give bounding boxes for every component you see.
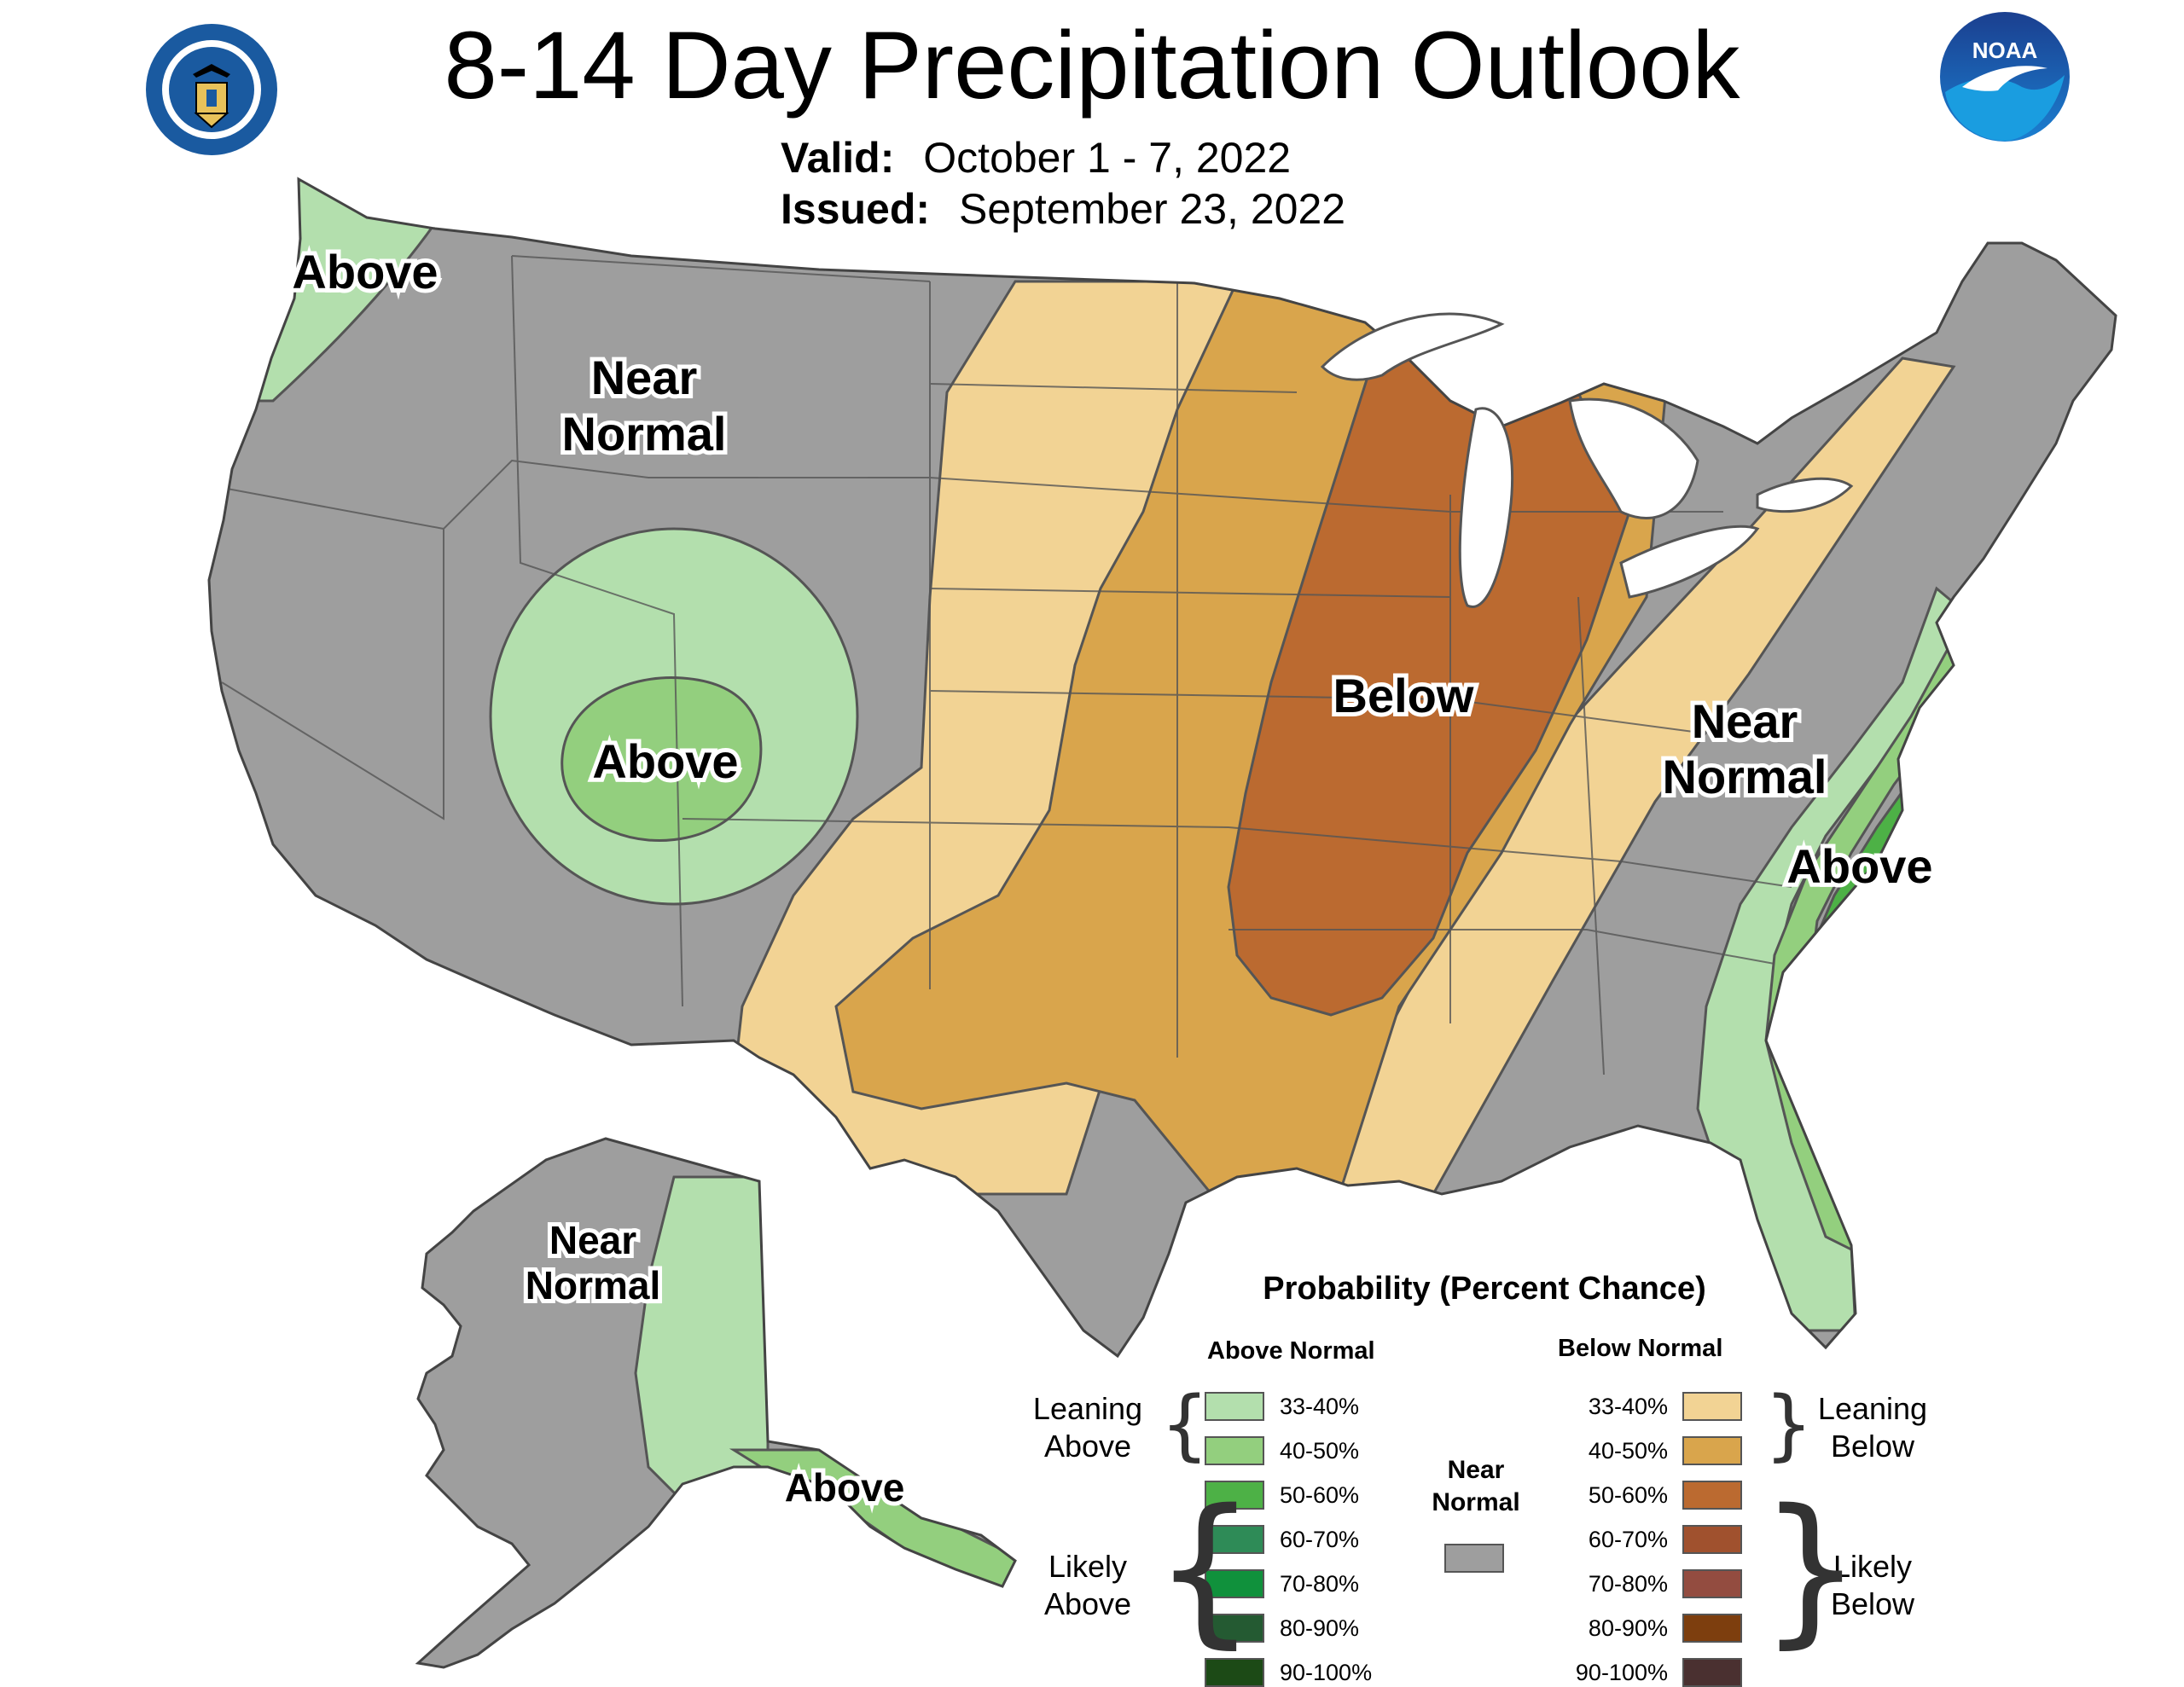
near-normal-line1: Near [1447, 1456, 1505, 1484]
legend-below-swatch-5 [1682, 1614, 1742, 1643]
legend-above-swatch-0 [1205, 1392, 1264, 1421]
legend-above-range-1: 40-50% [1280, 1438, 1360, 1464]
legend-above-header: Above Normal [1207, 1337, 1375, 1365]
brace-leaning-above: { [1160, 1380, 1210, 1470]
valid-line: Valid: October 1 - 7, 2022 [781, 132, 1291, 183]
legend-near-normal-swatch [1444, 1544, 1504, 1573]
label-pnw-above: Above [292, 245, 438, 299]
legend-below-swatch-1 [1682, 1436, 1742, 1465]
sw-above-inner-region [561, 675, 763, 843]
legend-below-swatch-2 [1682, 1481, 1742, 1510]
label-ak-normal: Normal [526, 1263, 660, 1307]
legend-above-range-2: 50-60% [1280, 1482, 1360, 1508]
likely-above-line2: Above [1043, 1586, 1132, 1621]
legend-below-range-2: 50-60% [1588, 1482, 1668, 1508]
issued-value: September 23, 2022 [958, 185, 1346, 233]
legend-below-swatch-6 [1682, 1658, 1742, 1687]
valid-value: October 1 - 7, 2022 [923, 134, 1292, 182]
lake-michigan [1458, 407, 1514, 608]
legend-leaning-below: Leaning Below [1800, 1390, 1945, 1465]
legend-below-range-5: 80-90% [1588, 1615, 1668, 1641]
lake-ontario [1756, 477, 1854, 513]
great-lakes [1320, 312, 1854, 608]
leaning-below-line1: Leaning [1817, 1391, 1928, 1426]
leaning-below-line2: Below [1830, 1429, 1915, 1464]
label-west-near: Near [591, 351, 698, 404]
legend-above-range-4: 70-80% [1280, 1571, 1360, 1597]
brace-leaning-below: } [1764, 1380, 1814, 1470]
label-se-above: Above [1786, 839, 1932, 893]
valid-label: Valid: [781, 134, 895, 182]
legend-leaning-above: Leaning Above [1015, 1390, 1160, 1465]
label-west-normal: Normal [562, 407, 727, 461]
label-ak-near: Near [549, 1218, 636, 1262]
label-east-near: Near [1692, 694, 1798, 748]
alaska-outline [415, 1137, 1017, 1669]
label-ak-above: Above [785, 1465, 905, 1510]
legend-above-swatch-2 [1205, 1481, 1264, 1510]
likely-above-line1: Likely [1048, 1549, 1128, 1584]
near-normal-line2: Normal [1432, 1488, 1520, 1516]
legend-above-swatch-5 [1205, 1614, 1264, 1643]
likely-below-line1: Likely [1833, 1549, 1913, 1584]
label-sw-above: Above [592, 734, 738, 788]
legend-below-range-6: 90-100% [1575, 1660, 1668, 1685]
lake-superior [1320, 312, 1505, 381]
noaa-logo: NOAA [1940, 12, 2070, 142]
likely-below-line2: Below [1830, 1586, 1915, 1621]
legend-below-header: Below Normal [1558, 1335, 1723, 1362]
legend-above-swatch-3 [1205, 1525, 1264, 1554]
issued-line: Issued: September 23, 2022 [781, 183, 1345, 235]
brace-likely-below: } [1759, 1475, 1862, 1663]
lake-erie [1619, 525, 1760, 599]
label-midwest-below: Below [1333, 669, 1474, 722]
legend-below-swatch-3 [1682, 1525, 1742, 1554]
legend-below-range-0: 33-40% [1588, 1394, 1668, 1419]
legend-below-range-3: 60-70% [1588, 1527, 1668, 1552]
legend-title: Probability (Percent Chance) [1263, 1271, 1706, 1307]
legend-likely-below: Likely Below [1800, 1548, 1945, 1623]
conus-outline [207, 177, 2117, 1359]
legend-near-normal-label: Near Normal [1408, 1454, 1544, 1519]
legend-below-range-4: 70-80% [1588, 1571, 1668, 1597]
noaa-logo-text: NOAA [1972, 38, 2038, 63]
commerce-seal-logo [146, 24, 277, 155]
legend-likely-above: Likely Above [1015, 1548, 1160, 1623]
legend-above-swatch-1 [1205, 1436, 1264, 1465]
legend-above-swatch-4 [1205, 1569, 1264, 1598]
leaning-above-line2: Above [1043, 1429, 1132, 1464]
alaska-map [418, 1139, 1015, 1667]
page-title: 8-14 Day Precipitation Outlook [444, 12, 1740, 119]
legend-above-range-3: 60-70% [1280, 1527, 1360, 1552]
state-boundaries [212, 255, 1792, 1075]
legend-below-swatch-4 [1682, 1569, 1742, 1598]
legend-below-range-1: 40-50% [1588, 1438, 1668, 1464]
label-east-normal: Normal [1663, 750, 1827, 803]
issued-label: Issued: [781, 185, 931, 233]
leaning-above-line1: Leaning [1032, 1391, 1143, 1426]
legend-above-swatch-6 [1205, 1658, 1264, 1687]
brace-likely-above: { [1153, 1475, 1257, 1663]
lake-huron [1568, 397, 1699, 519]
legend-above-range-0: 33-40% [1280, 1394, 1360, 1419]
legend-above-range-6: 90-100% [1280, 1660, 1373, 1685]
legend-above-range-5: 80-90% [1280, 1615, 1360, 1641]
legend-below-swatch-0 [1682, 1392, 1742, 1421]
